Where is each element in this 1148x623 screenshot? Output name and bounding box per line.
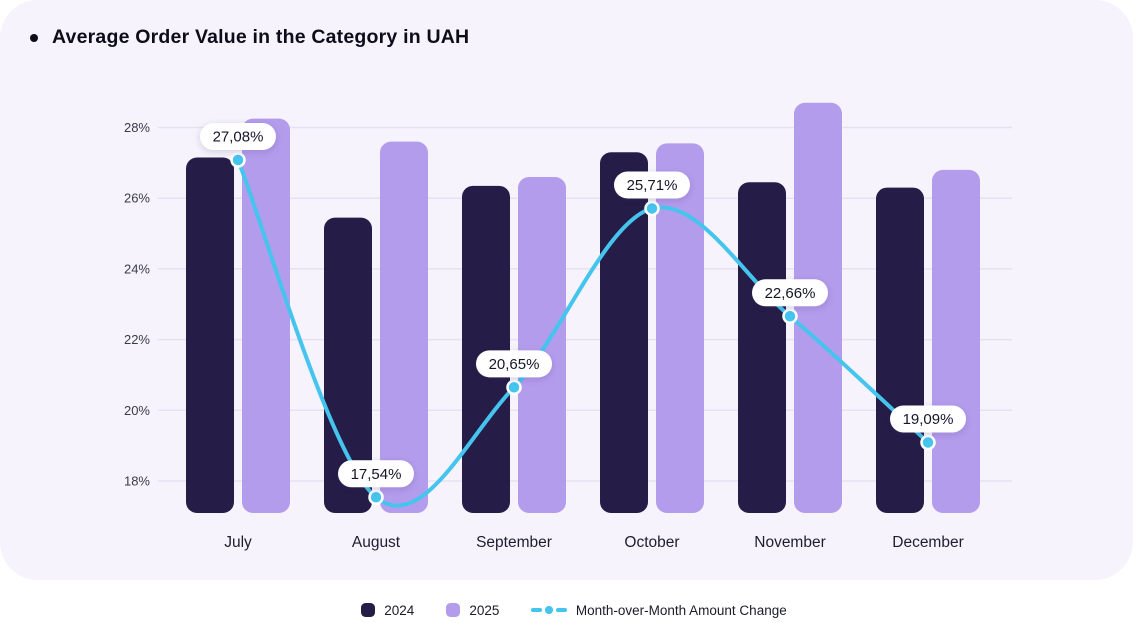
bar-2025-november[interactable] <box>794 102 842 513</box>
legend-label: Month-over-Month Amount Change <box>575 602 787 618</box>
bar-2025-december[interactable] <box>932 169 980 514</box>
line-point-label-pill[interactable]: 17,54% <box>338 460 414 488</box>
bar-2024-november[interactable] <box>738 182 786 514</box>
legend-swatch-icon <box>361 603 376 617</box>
legend-dash-dot-icon <box>531 606 567 614</box>
chart-title-row: Average Order Value in the Category in U… <box>30 26 469 49</box>
x-axis-month-label: October <box>624 534 679 551</box>
line-point-label-pill[interactable]: 25,71% <box>614 171 690 199</box>
y-axis-tick-label: 18% <box>124 474 150 489</box>
pill-background <box>752 279 828 307</box>
chart-legend: 2024 2025 Month-over-Month Amount Change <box>0 598 1148 622</box>
y-axis-tick-label: 24% <box>124 261 150 276</box>
bar-2024-october[interactable] <box>600 152 648 513</box>
line-point-august[interactable] <box>368 489 384 506</box>
y-axis-tick-label: 22% <box>124 332 150 347</box>
legend-item-2024[interactable]: 2024 <box>361 603 414 618</box>
line-point-november[interactable] <box>782 308 798 325</box>
dash-icon <box>555 608 567 612</box>
dot-icon <box>545 606 553 614</box>
pill-value-label: 17,54% <box>351 466 402 483</box>
bar-2024-september[interactable] <box>462 185 510 513</box>
y-axis-tick-label: 26% <box>124 191 150 206</box>
line-point-label-pill[interactable]: 20,65% <box>476 350 552 378</box>
line-point-label-pill[interactable]: 19,09% <box>890 405 966 433</box>
legend-swatch-icon <box>446 603 461 617</box>
bullet-icon <box>30 33 38 42</box>
pill-background <box>614 171 690 199</box>
y-axis-tick-label: 20% <box>124 403 150 418</box>
y-axis-tick-label: 28% <box>124 120 150 135</box>
legend-label: 2025 <box>469 602 500 618</box>
pill-background <box>338 460 414 488</box>
x-axis-month-label: July <box>224 534 252 551</box>
page-title: Average Order Value in the Category in U… <box>52 26 470 48</box>
pill-background <box>890 405 966 433</box>
line-point-label-pill[interactable]: 27,08% <box>200 123 276 151</box>
bar-2025-october[interactable] <box>656 143 704 513</box>
x-axis-month-label: September <box>476 534 552 551</box>
bar-2024-december[interactable] <box>876 187 924 513</box>
bar-2024-july[interactable] <box>186 157 234 514</box>
pill-value-label: 27,08% <box>213 129 264 146</box>
x-axis-month-label: December <box>892 534 964 551</box>
bar-2025-july[interactable] <box>242 118 290 513</box>
bar-2025-september[interactable] <box>518 176 566 514</box>
line-point-december[interactable] <box>920 434 936 451</box>
legend-label: 2024 <box>384 602 415 618</box>
x-axis-month-label: November <box>754 534 826 551</box>
legend-item-2025[interactable]: 2025 <box>446 603 499 618</box>
legend-item-mom-change[interactable]: Month-over-Month Amount Change <box>531 602 787 618</box>
pill-background <box>200 123 276 151</box>
pill-background <box>476 350 552 378</box>
line-point-september[interactable] <box>506 379 522 396</box>
bar-2024-august[interactable] <box>324 217 372 513</box>
pill-value-label: 20,65% <box>489 356 540 373</box>
pill-value-label: 19,09% <box>903 411 954 428</box>
line-point-label-pill[interactable]: 22,66% <box>752 279 828 307</box>
line-point-july[interactable] <box>230 152 246 168</box>
pill-value-label: 22,66% <box>765 285 816 302</box>
x-axis-month-label: August <box>352 534 401 551</box>
bar-2025-august[interactable] <box>380 141 428 513</box>
dash-icon <box>531 608 543 612</box>
pill-value-label: 25,71% <box>627 177 678 194</box>
line-point-october[interactable] <box>644 200 660 217</box>
